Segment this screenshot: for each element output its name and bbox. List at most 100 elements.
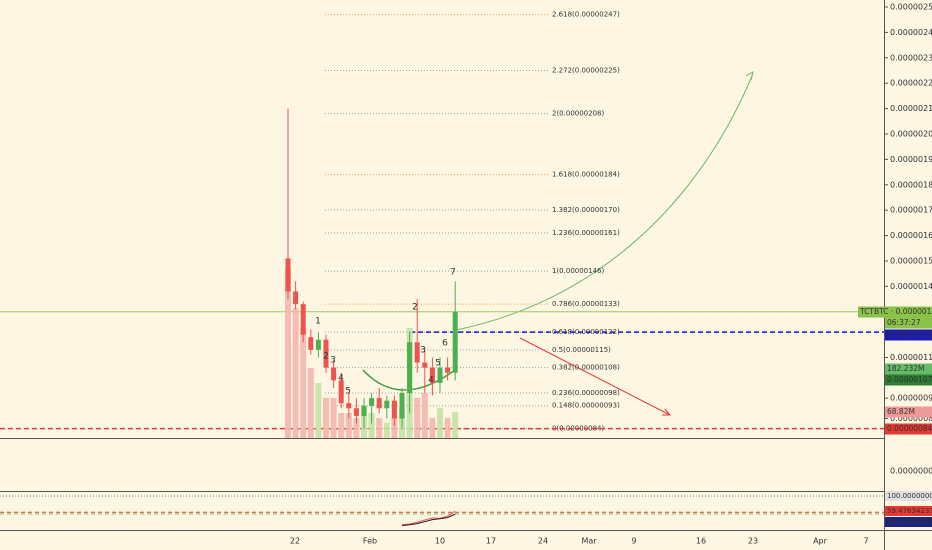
price-tag <box>885 406 932 418</box>
candle-body <box>323 339 329 368</box>
candle-body <box>346 403 352 409</box>
candle-body <box>384 400 390 409</box>
volume-bar <box>376 417 383 438</box>
candle-body <box>407 342 413 394</box>
candle-body <box>315 339 321 350</box>
price-tag <box>885 374 932 386</box>
volume-bar <box>300 327 307 438</box>
volume-bar <box>452 411 459 438</box>
y-tick-label: 0.00000112 <box>890 353 932 362</box>
fib-label: 0.148(0.00000093) <box>552 402 620 410</box>
candle-body <box>285 258 291 292</box>
indicator-line <box>401 513 456 527</box>
wave-label: 3 <box>330 356 336 366</box>
volume-bar <box>414 397 421 438</box>
x-tick-label: 23 <box>748 537 758 546</box>
price-tag <box>885 317 932 329</box>
x-tick-label: 16 <box>696 537 706 546</box>
x-tick-label: 22 <box>290 537 300 546</box>
wave-label: 3 <box>420 346 426 356</box>
y-tick-label: 0.00000000 <box>890 467 932 476</box>
fib-label: 0.236(0.00000098) <box>552 389 620 397</box>
projection-curve <box>455 75 753 331</box>
volume-bar <box>429 417 436 438</box>
wave-label: 2 <box>323 352 329 362</box>
volume-bar <box>323 397 329 438</box>
x-tick-label: 24 <box>538 537 548 546</box>
candle-body <box>361 405 367 416</box>
wave-label: 1 <box>315 317 321 327</box>
volume-bar <box>338 413 345 438</box>
candle-body <box>293 291 299 305</box>
fib-label: 1.236(0.00000161) <box>552 229 620 237</box>
x-tick-label: Feb <box>363 537 377 546</box>
price-tag <box>885 423 932 435</box>
candle-body <box>338 380 344 404</box>
volume-bar <box>292 308 299 438</box>
fib-label: 0.5(0.00000115) <box>552 346 611 354</box>
candle-body <box>437 367 443 383</box>
volume-bar <box>383 422 390 438</box>
candle-body <box>399 393 405 419</box>
cup-curve <box>362 369 456 391</box>
wave-label: 7 <box>450 268 456 278</box>
wave-label: 5 <box>435 359 441 369</box>
price-tag-label: 68.82M <box>887 407 915 416</box>
volume-bar <box>437 408 443 438</box>
y-tick-label: 0.00000088 <box>890 414 932 423</box>
price-tag-label: 0.00000122 <box>887 330 932 339</box>
candle-body <box>452 311 458 373</box>
price-tag-label: 06:37:27 <box>887 318 921 327</box>
price-tag-label: TCTBTC · 0.00000130 <box>859 307 932 316</box>
volume-bar <box>285 267 291 438</box>
indicator-tag <box>885 517 932 527</box>
price-tag-label: 0.00000107 <box>887 375 932 384</box>
fib-label: 1(0.00000146) <box>552 267 604 275</box>
candle-body <box>422 362 428 368</box>
wave-label: 4 <box>338 374 344 384</box>
wave-label: 6 <box>442 339 448 349</box>
volume-bar <box>330 397 337 438</box>
y-tick-label: 0.00000096 <box>890 394 932 403</box>
fib-label: 1.382(0.00000170) <box>552 206 620 214</box>
volume-bar <box>421 392 428 438</box>
indicator-tag-label: 55.10616711 <box>887 518 932 526</box>
x-tick-label: Mar <box>581 537 597 546</box>
indicator-tag <box>885 506 932 516</box>
volume-bar <box>307 367 314 438</box>
candle-body <box>391 400 397 419</box>
candle-body <box>429 367 435 383</box>
wave-label: 5 <box>345 387 351 397</box>
volume-bar <box>368 413 375 438</box>
volume-bar <box>353 417 360 438</box>
candle-body <box>331 367 337 381</box>
fib-label: 0.382(0.00000108) <box>552 364 620 372</box>
fib-label: 2.272(0.00000225) <box>552 67 620 75</box>
fib-label: 1.618(0.00000184) <box>552 171 620 179</box>
down-arrow <box>519 337 671 416</box>
candle-body <box>414 342 420 363</box>
price-tag <box>858 306 932 318</box>
wave-label: 4 <box>428 376 434 386</box>
price-tag-label: 0.00000084 <box>887 424 932 433</box>
fib-label: 2.618(0.00000247) <box>552 11 620 19</box>
volume-bar <box>444 417 451 438</box>
price-tag <box>885 329 932 341</box>
candle-body <box>369 398 375 406</box>
candle-body <box>445 367 451 373</box>
arrow-head <box>662 408 672 416</box>
x-tick-label: 9 <box>631 537 636 546</box>
indicator-line <box>401 510 456 526</box>
